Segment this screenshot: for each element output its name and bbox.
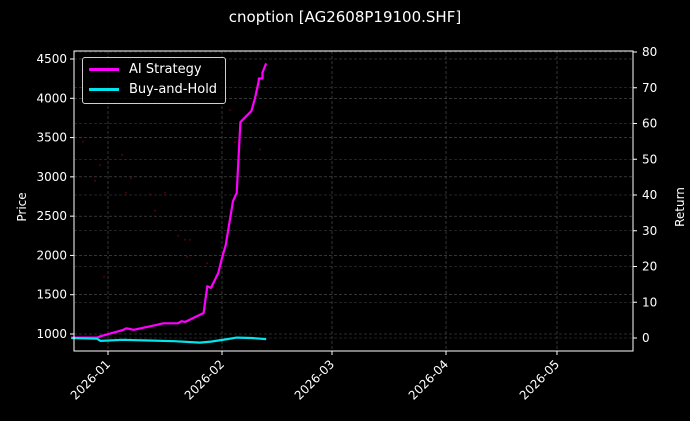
legend-swatch-buy-and-hold (89, 88, 119, 91)
y-left-tick-label: 2500 (36, 209, 67, 223)
legend-label: AI Strategy (129, 62, 202, 77)
scatter-point (189, 238, 191, 241)
scatter-point (99, 164, 101, 167)
x-tick-label: 2026-05 (517, 357, 562, 402)
y-right-tick-label: 0 (642, 331, 650, 345)
scatter-point (125, 191, 127, 194)
scatter-point (130, 177, 132, 180)
scatter-point (186, 256, 188, 258)
x-tick-label: 2026-02 (182, 357, 227, 402)
x-tick-label: 2026-01 (68, 357, 113, 402)
y-right-tick-label: 60 (642, 117, 657, 131)
y-right-tick-label: 30 (642, 224, 657, 238)
y-left-tick-label: 2000 (36, 248, 67, 262)
legend-label: Buy-and-Hold (129, 82, 218, 97)
y-left-tick-label: 1500 (36, 288, 67, 302)
scatter-point (103, 275, 105, 278)
chart-title: cnoption [AG2608P19100.SHF] (228, 8, 462, 26)
y-left-tick-label: 3500 (36, 131, 67, 145)
y-left-tick-label: 3000 (36, 170, 67, 184)
series-line-ai-strategy (71, 62, 268, 339)
plot-frame (73, 50, 634, 352)
legend: AI Strategy Buy-and-Hold (82, 57, 226, 104)
y-left-tick-label: 1000 (36, 327, 67, 341)
scatter-point (234, 141, 236, 144)
scatter-point (184, 238, 186, 241)
scatter-point (94, 179, 96, 182)
y-right-tick-label: 50 (642, 152, 657, 166)
scatter-point (229, 109, 231, 112)
y-right-tick-label: 10 (642, 295, 657, 309)
y-right-tick-label: 40 (642, 188, 657, 202)
y-right-tick-label: 70 (642, 81, 657, 95)
scatter-point (149, 193, 151, 196)
y-right-tick-label: 80 (642, 45, 657, 59)
y-axis-right-label: Return (673, 187, 687, 227)
x-tick-label: 2026-03 (292, 357, 337, 402)
x-tick-label: 2026-04 (406, 357, 451, 402)
scatter-point (121, 153, 123, 156)
y-right-tick-label: 20 (642, 260, 657, 274)
y-left-tick-label: 4000 (36, 91, 67, 105)
scatter-point (259, 148, 261, 151)
scatter-point (164, 191, 166, 194)
y-left-tick-label: 4500 (36, 52, 67, 66)
scatter-point (82, 140, 84, 143)
legend-item-ai-strategy: AI Strategy (89, 62, 202, 77)
y-axis-left-label: Price (15, 192, 29, 222)
series-line-buy-and-hold (71, 336, 267, 344)
scatter-point (177, 234, 179, 237)
scatter-point (154, 209, 156, 212)
scatter-point (206, 262, 208, 265)
legend-item-buy-and-hold: Buy-and-Hold (89, 82, 217, 97)
legend-swatch-ai-strategy (89, 68, 119, 71)
